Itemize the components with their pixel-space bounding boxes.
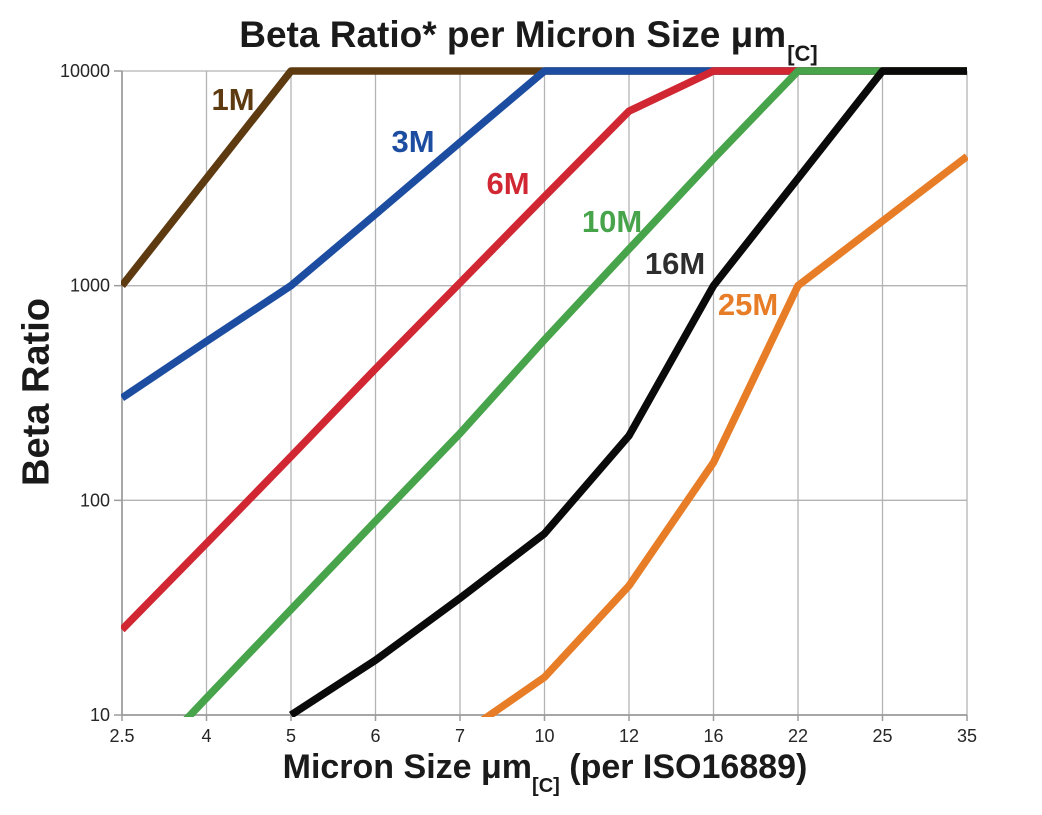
series-label-6M: 6M xyxy=(486,166,529,201)
y-tick-label: 100 xyxy=(80,490,110,510)
x-tick-label: 25 xyxy=(872,726,892,746)
y-axis-title: Beta Ratio xyxy=(15,298,58,486)
x-axis-title: Micron Size μm[C] (per ISO16889) xyxy=(282,748,808,797)
series-label-25M: 25M xyxy=(718,287,778,322)
x-axis-title-text: Micron Size μm xyxy=(282,748,533,786)
x-tick-label: 6 xyxy=(370,726,380,746)
x-axis-title-subscript: [C] xyxy=(532,774,560,797)
x-tick-label: 22 xyxy=(788,726,808,746)
x-tick-label: 2.5 xyxy=(109,726,134,746)
x-tick-label: 12 xyxy=(619,726,639,746)
chart-title-text: Beta Ratio* per Micron Size μm xyxy=(239,14,787,55)
series-line-25M xyxy=(480,153,968,717)
series-label-3M: 3M xyxy=(391,124,434,159)
series-line-10M xyxy=(183,67,967,717)
series-label-1M: 1M xyxy=(211,82,254,117)
y-tick-label: 10 xyxy=(90,705,110,725)
x-tick-label: 5 xyxy=(286,726,296,746)
y-tick-label: 1000 xyxy=(70,276,110,296)
series-label-10M: 10M xyxy=(582,204,642,239)
series-line-16M xyxy=(288,67,967,717)
x-tick-label: 10 xyxy=(534,726,554,746)
x-tick-label: 4 xyxy=(201,726,211,746)
x-tick-label: 7 xyxy=(455,726,465,746)
series-label-16M: 16M xyxy=(645,246,705,281)
chart-title-subscript: [C] xyxy=(787,41,818,67)
x-tick-label: 16 xyxy=(703,726,723,746)
x-axis-title-suffix: (per ISO16889) xyxy=(559,748,808,786)
y-tick-label: 10000 xyxy=(60,61,110,81)
chart-title: Beta Ratio* per Micron Size μm[C] xyxy=(239,14,817,66)
x-tick-label: 35 xyxy=(957,726,977,746)
